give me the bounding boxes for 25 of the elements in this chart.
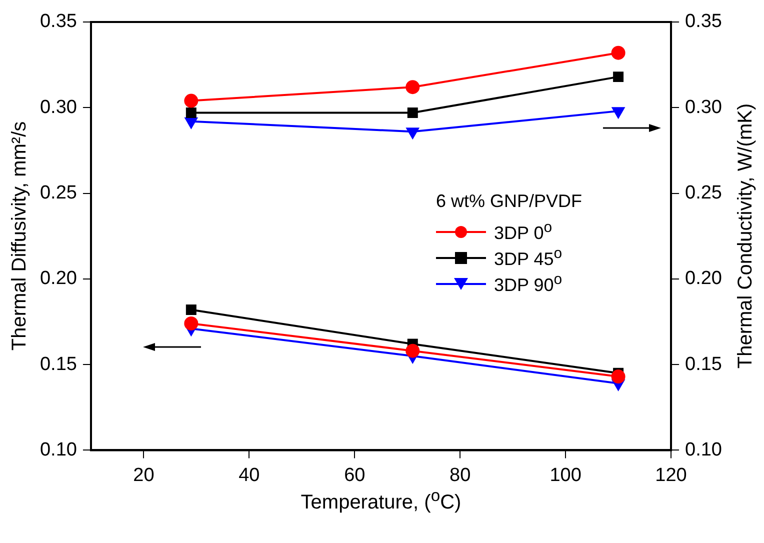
y-axis-title: Thermal Diffusivity, mm²/s bbox=[8, 121, 32, 351]
y2-tick-label: 0.35 bbox=[685, 11, 722, 32]
y2-tick-label: 0.20 bbox=[685, 268, 722, 290]
y2-tick-label: 0.25 bbox=[685, 182, 722, 204]
y2-tick-label: 0.30 bbox=[685, 96, 722, 118]
y-tick-label: 0.20 bbox=[40, 268, 77, 290]
legend-label: 3DP 45$^{o}$ bbox=[494, 245, 562, 270]
legend-title: 6 wt% GNP/PVDF bbox=[436, 190, 582, 214]
y-tick-label: 0.15 bbox=[40, 354, 77, 375]
y-tick-label: 0.30 bbox=[40, 96, 77, 118]
x-tick-label: 120 bbox=[655, 464, 687, 486]
legend-label: 3DP 0$^{o}$ bbox=[494, 219, 552, 244]
x-tick-label: 40 bbox=[238, 464, 260, 486]
x-tick-label: 100 bbox=[550, 464, 582, 486]
legend-label: 3DP 90$^{o}$ bbox=[494, 271, 562, 296]
x-tick-label: 80 bbox=[450, 464, 471, 486]
y2-tick-label: 0.15 bbox=[685, 354, 722, 375]
x-axis-title: Temperature, ($^{o}$C) bbox=[300, 486, 462, 515]
y-tick-label: 0.10 bbox=[40, 439, 77, 460]
x-tick-label: 20 bbox=[133, 464, 154, 486]
y2-axis-title: Thermal Conductivity, W/(mK) bbox=[734, 103, 758, 369]
y-tick-label: 0.25 bbox=[40, 182, 77, 204]
y2-tick-label: 0.10 bbox=[685, 439, 722, 460]
x-tick-label: 60 bbox=[344, 464, 366, 486]
y-tick-label: 0.35 bbox=[40, 11, 77, 32]
